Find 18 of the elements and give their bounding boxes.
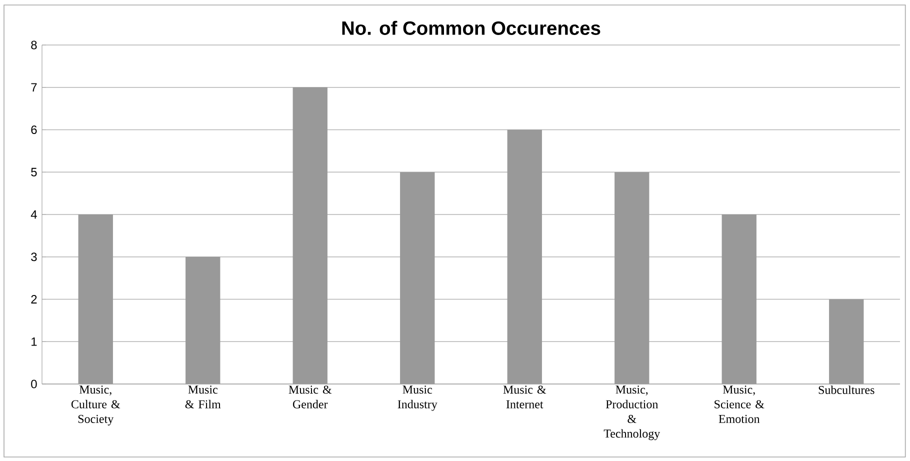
x-tick-label: Music Industry <box>398 386 438 411</box>
y-tick-label: 0 <box>31 380 37 388</box>
chart-title: No. of Common Occurences <box>342 20 600 35</box>
x-tick-label: Music, Production & Technology <box>604 386 660 440</box>
x-tick-label: Music & Internet <box>503 386 546 408</box>
x-tick-label: Music & Gender <box>288 386 332 408</box>
x-tick-label: Subcultures <box>818 386 874 394</box>
x-tick-label: Music, Science & Emotion <box>714 386 764 424</box>
y-tick-label: 6 <box>31 125 37 134</box>
x-tick-label: Music & Film <box>185 386 221 408</box>
y-tick-label: 8 <box>31 40 37 50</box>
y-tick-label: 3 <box>31 252 37 262</box>
y-tick-label: 4 <box>30 210 37 219</box>
y-tick-label: 2 <box>31 295 37 304</box>
y-tick-label: 1 <box>32 337 37 346</box>
y-tick-label: 5 <box>31 168 37 176</box>
x-tick-label: Music, Culture & Society <box>71 386 120 426</box>
y-tick-label: 7 <box>31 83 37 92</box>
